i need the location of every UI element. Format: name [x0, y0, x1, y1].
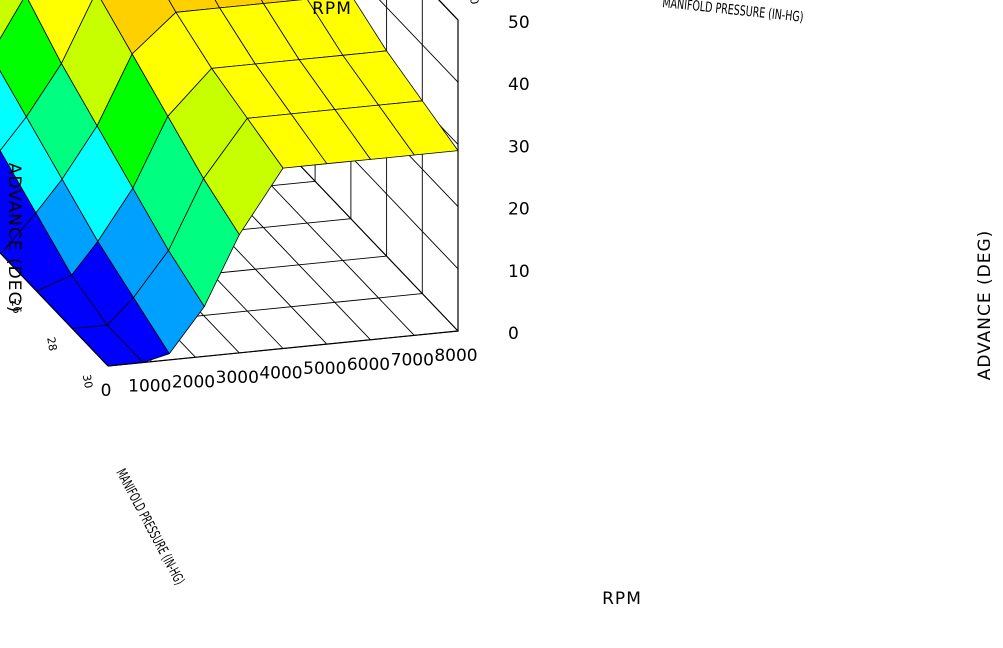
rpm-tick-bottom: 5000 — [303, 359, 346, 379]
advance-tick-right: 10 — [508, 262, 530, 282]
rpm-tick-bottom: 8000 — [434, 346, 477, 366]
advance-tick-right: 0 — [508, 324, 519, 344]
pressure-tick-left: 30 — [80, 373, 95, 389]
advance-tick-right: 20 — [508, 200, 530, 220]
advance-tick-right: 40 — [508, 75, 530, 95]
rpm-axis-title-top: RPM — [312, 0, 352, 19]
rpm-tick-bottom: 4000 — [259, 364, 302, 384]
rpm-tick-bottom: 6000 — [347, 355, 390, 375]
rpm-tick-bottom: 3000 — [216, 368, 259, 388]
pressure-tick-left: 28 — [44, 336, 59, 352]
advance-axis-title-right: ADVANCE (DEG) — [975, 230, 995, 381]
rpm-tick-bottom: 1000 — [128, 377, 171, 397]
advance-tick-right: 50 — [508, 13, 530, 33]
rpm-axis-title-bottom: RPM — [602, 589, 642, 609]
pressure-tick-top: 30 — [466, 0, 481, 5]
rpm-tick-bottom: 7000 — [391, 350, 434, 370]
rpm-tick-bottom: 0 — [101, 381, 112, 401]
manifold-axis-title-left: MANIFOLD PRESSURE (IN-HG) — [113, 466, 188, 588]
advance-axis-title-left: ADVANCE (DEG) — [4, 163, 24, 314]
manifold-axis-title-top: MANIFOLD PRESSURE (IN-HG) — [662, 0, 805, 25]
advance-tick-right: 30 — [508, 137, 530, 157]
rpm-tick-bottom: 2000 — [172, 372, 215, 392]
